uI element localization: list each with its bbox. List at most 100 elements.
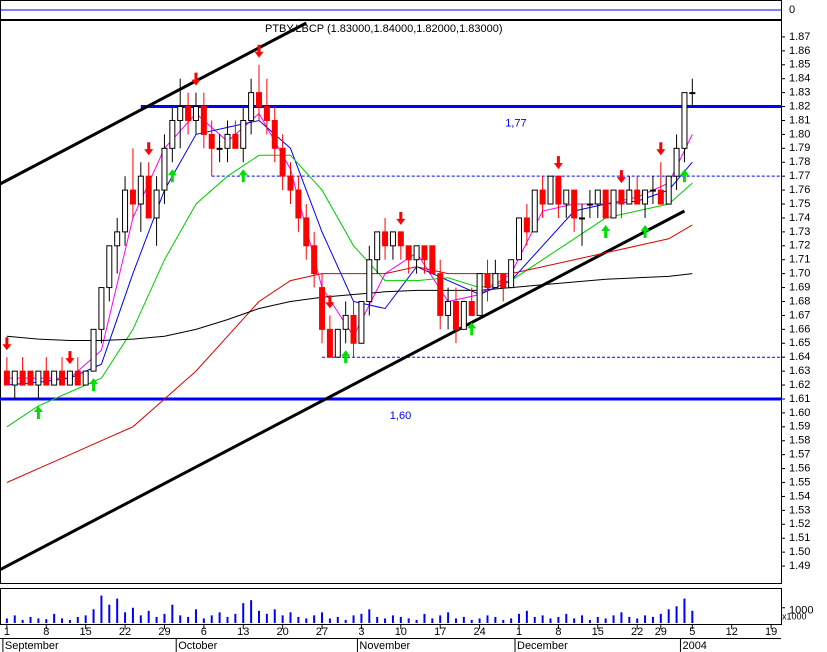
candle-body	[177, 106, 184, 121]
month-label: 2004	[682, 640, 706, 652]
y-tick-label: 1.82	[789, 100, 810, 112]
candle-body	[350, 314, 357, 344]
sell-arrow	[65, 351, 75, 365]
chart-title: PTBY.LBCP (1.83000,1.84000,1.82000,1.830…	[265, 23, 503, 35]
candle-body	[531, 189, 538, 233]
x-tick-label: 15	[80, 626, 92, 638]
candle-body	[366, 259, 373, 303]
y-tick-label: 1.75	[789, 198, 810, 210]
y-tick-label: 1.61	[789, 393, 810, 405]
candle-body	[114, 231, 121, 247]
x-tick-label: 8	[43, 626, 49, 638]
candle-body	[602, 189, 609, 219]
buy-arrow	[167, 169, 177, 183]
y-tick-label: 1.83	[789, 87, 810, 99]
buy-arrow	[89, 378, 99, 392]
candle-body	[326, 328, 333, 358]
price-panel	[0, 20, 782, 584]
sell-arrow	[191, 72, 201, 86]
sell-arrow	[553, 156, 563, 170]
candle-body	[208, 133, 215, 149]
candle-body	[610, 189, 617, 219]
level-label: 1,77	[505, 117, 526, 129]
candle-body	[523, 217, 530, 233]
candle-body	[681, 92, 688, 149]
y-tick-label: 1.86	[789, 45, 810, 57]
candle-body	[500, 273, 507, 289]
candle-body	[382, 231, 389, 247]
candle-body	[185, 106, 192, 121]
candle-body	[555, 175, 562, 205]
candle-body	[248, 92, 255, 121]
candle-body	[634, 189, 641, 205]
candle-body	[547, 175, 554, 205]
x-tick-label: 24	[473, 626, 485, 638]
y-tick-label: 1.70	[789, 268, 810, 280]
x-tick-label: 15	[592, 626, 604, 638]
y-tick-label: 1.73	[789, 226, 810, 238]
candle-body	[460, 301, 467, 330]
candle-body	[137, 175, 144, 205]
x-tick-label: 29	[158, 626, 170, 638]
average-line	[6, 273, 693, 341]
y-tick-label: 1.56	[789, 463, 810, 475]
sell-arrow	[144, 142, 154, 156]
y-tick-label: 1.80	[789, 128, 810, 140]
y-tick-label: 1.53	[789, 504, 810, 516]
x-tick-label: 5	[689, 626, 695, 638]
candle-body	[665, 175, 672, 205]
candle-body	[311, 245, 318, 275]
y-tick-label: 1.71	[789, 254, 810, 266]
x-tick-label: 10	[395, 626, 407, 638]
volume-panel	[0, 588, 782, 625]
average-line	[6, 224, 693, 483]
level-label: 1,60	[390, 410, 411, 422]
buy-arrow	[679, 169, 689, 183]
trend-line	[0, 209, 686, 572]
top-tick-label: 0	[789, 4, 795, 16]
x-tick-label: 17	[434, 626, 446, 638]
candle-body	[90, 328, 97, 372]
candle-body	[153, 189, 160, 219]
x-tick-label: 3	[358, 626, 364, 638]
candle-body	[11, 370, 18, 386]
candle-body	[492, 273, 499, 289]
candle-body	[216, 147, 223, 150]
candle-body	[35, 370, 42, 386]
month-label: September	[5, 640, 59, 652]
volume-tick-label: 1000	[789, 605, 813, 617]
candle-body	[563, 189, 570, 205]
candle-body	[200, 106, 207, 135]
candle-body	[539, 189, 546, 205]
x-tick-label: 22	[119, 626, 131, 638]
x-tick-label: 6	[201, 626, 207, 638]
candle-body	[579, 217, 586, 220]
y-tick-label: 1.69	[789, 281, 810, 293]
candle-body	[192, 106, 199, 121]
month-label: November	[359, 640, 410, 652]
candle-body	[279, 147, 286, 177]
x-tick-label: 27	[316, 626, 328, 638]
sell-arrow	[656, 142, 666, 156]
y-tick-label: 1.65	[789, 337, 810, 349]
candle-body	[295, 189, 302, 219]
candle-body	[303, 217, 310, 247]
x-tick-label: 1	[516, 626, 522, 638]
x-tick-label: 8	[555, 626, 561, 638]
y-tick-label: 1.60	[789, 407, 810, 419]
y-tick-label: 1.77	[789, 170, 810, 182]
candle-body	[334, 328, 341, 358]
y-tick-label: 1.76	[789, 184, 810, 196]
candle-body	[51, 370, 58, 386]
y-tick-label: 1.62	[789, 379, 810, 391]
sell-arrow	[616, 170, 626, 184]
candle-body	[657, 189, 664, 205]
candle-body	[516, 217, 522, 261]
candle-body	[256, 92, 262, 108]
candle-body	[397, 231, 404, 247]
candle-body	[19, 370, 26, 386]
candle-body	[106, 245, 113, 289]
candle-body	[429, 245, 436, 275]
y-tick-label: 1.58	[789, 435, 810, 447]
y-tick-label: 1.49	[789, 560, 810, 572]
